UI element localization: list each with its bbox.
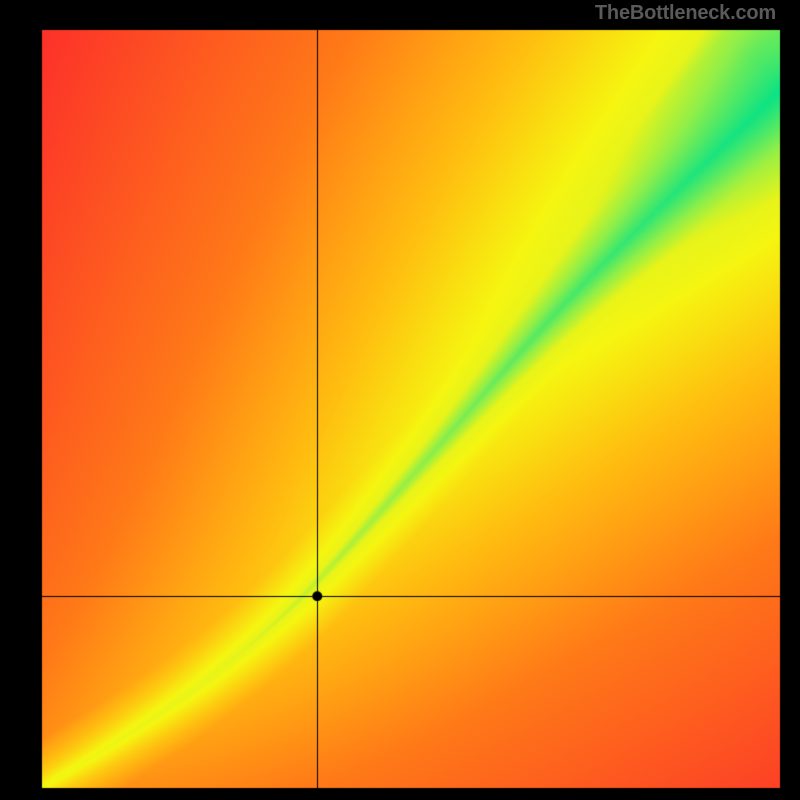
chart-container: TheBottleneck.com [0,0,800,800]
watermark-label: TheBottleneck.com [595,2,776,25]
bottleneck-heatmap-canvas [0,0,800,800]
